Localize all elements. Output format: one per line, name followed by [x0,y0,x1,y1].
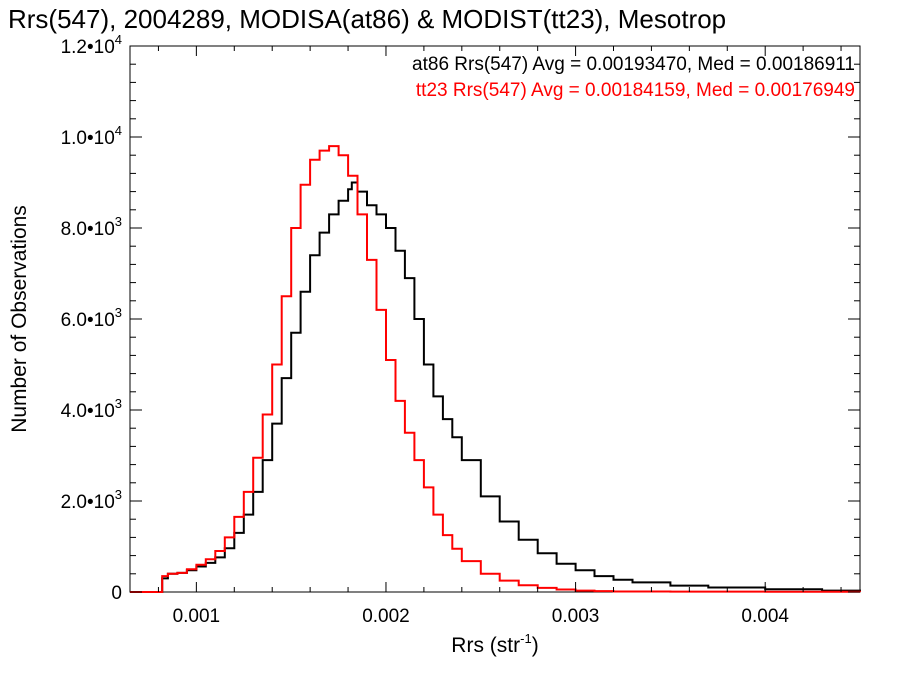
chart-title: Rrs(547), 2004289, MODISA(at86) & MODIST… [8,4,726,34]
x-tick-label: 0.004 [741,606,789,627]
y-tick-label: 4.0•103 [61,396,122,422]
y-tick-label: 2.0•103 [61,487,122,513]
y-tick-label: 8.0•103 [61,214,122,240]
x-tick-label: 0.001 [173,606,221,627]
y-tick-label: 1.2•104 [61,32,122,58]
x-tick-label: 0.003 [552,606,600,627]
y-tick-label: 1.0•104 [61,123,122,149]
y-axis-label: Number of Observations [8,205,31,433]
legend-entry-tt23: tt23 Rrs(547) Avg = 0.00184159, Med = 0.… [416,80,855,101]
x-axis-label-end: ) [532,634,539,657]
y-tick-label: 6.0•103 [61,305,122,331]
plot-area-frame [129,45,861,593]
legend-entry-at86: at86 Rrs(547) Avg = 0.00193470, Med = 0.… [412,54,855,75]
series-layer [130,145,861,593]
y-tick-label: 0 [111,583,122,604]
x-axis-label-main: Rrs (str [451,634,520,657]
x-axis: 0.001 0.002 0.003 0.004 [157,46,842,627]
x-tick-label: 0.002 [362,606,410,627]
x-axis-label-superscript: -1 [520,631,532,646]
series-line-1 [130,145,861,593]
x-axis-label: Rrs (str-1) [451,631,538,657]
y-axis: 0 2.0•103 4.0•103 6.0•103 8.0•103 1.0•104 1.2•… [61,32,860,604]
series-line-0 [130,181,861,593]
